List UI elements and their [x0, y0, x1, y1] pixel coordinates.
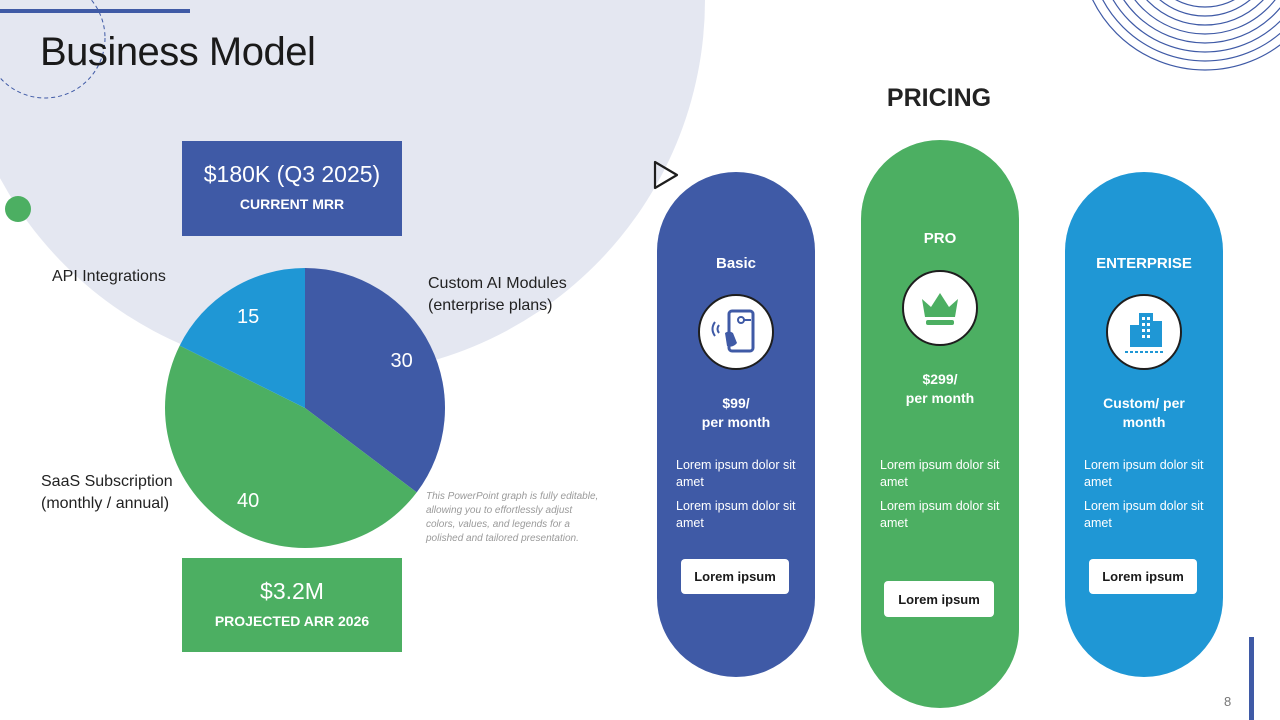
top-accent-bar	[0, 9, 190, 13]
plan-price: $299/ per month	[861, 370, 1019, 408]
plan-feature: Lorem ipsum dolor sit amet	[880, 458, 1000, 489]
plan-price: $99/ per month	[657, 394, 815, 432]
plan-icon-circle	[698, 294, 774, 370]
play-icon	[653, 160, 679, 190]
kpi-arr-label: PROJECTED ARR 2026	[214, 613, 370, 629]
plan-card-basic: Basic $99/ per month Lorem ipsum dolor s…	[657, 172, 815, 677]
plan-price-line: month	[1122, 414, 1166, 430]
plan-enterprise-button[interactable]: Lorem ipsum	[1089, 559, 1197, 594]
pie-slice-api	[179, 268, 305, 408]
category-label-custom-ai: Custom AI Modules (enterprise plans)	[428, 273, 567, 317]
category-label-line: (monthly / annual)	[41, 495, 170, 512]
kpi-projected-arr: $3.2M PROJECTED ARR 2026	[182, 558, 402, 652]
plan-icon-circle	[902, 270, 978, 346]
plan-price-line: Custom/ per	[1103, 395, 1185, 411]
plan-price-line: per month	[905, 390, 975, 406]
plan-price-line: $99/	[722, 395, 750, 411]
plan-card-pro: PRO $299/ per month Lorem ipsum dolor si…	[861, 140, 1019, 708]
category-label-saas: SaaS Subscription (monthly / annual)	[41, 471, 173, 515]
phone-card-icon	[711, 309, 755, 353]
category-label-line: SaaS Subscription	[41, 473, 173, 490]
green-dot-decoration	[5, 196, 31, 222]
category-label-line: API Integrations	[52, 268, 166, 285]
pie-value-label: 15	[237, 306, 259, 328]
plan-icon-circle	[1106, 294, 1182, 370]
plan-basic-button[interactable]: Lorem ipsum	[681, 559, 789, 594]
plan-card-enterprise: ENTERPRISE Custom/ per month Lorem ipsum…	[1065, 172, 1223, 677]
category-label-line: Custom AI Modules	[428, 275, 567, 292]
pricing-title: PRICING	[886, 84, 992, 112]
buildings-icon	[1125, 313, 1163, 353]
plan-price-line: per month	[701, 414, 771, 430]
kpi-mrr-value: $180K (Q3 2025)	[203, 161, 381, 187]
bottom-right-accent-bar	[1249, 637, 1254, 720]
page-number: 8	[1224, 694, 1232, 709]
concentric-rings-decoration	[1092, 0, 1280, 71]
category-label-api: API Integrations	[52, 266, 166, 288]
dashed-circle-decoration	[0, 0, 106, 99]
plan-price-line: $299/	[922, 371, 958, 387]
plan-feature: Lorem ipsum dolor sit amet	[676, 499, 796, 530]
pie-value-label: 30	[391, 350, 413, 372]
category-label-line: (enterprise plans)	[428, 297, 553, 314]
page-title: Business Model	[40, 30, 316, 74]
plan-name: ENTERPRISE	[1096, 255, 1192, 272]
plan-feature: Lorem ipsum dolor sit amet	[1084, 499, 1204, 530]
kpi-current-mrr: $180K (Q3 2025) CURRENT MRR	[182, 141, 402, 236]
plan-feature: Lorem ipsum dolor sit amet	[880, 499, 1000, 530]
crown-icon	[922, 293, 958, 325]
pie-slice-saas	[164, 345, 417, 548]
pie-value-label: 40	[237, 490, 259, 512]
kpi-arr-value: $3.2M	[260, 578, 324, 604]
plan-feature: Lorem ipsum dolor sit amet	[1084, 458, 1204, 489]
plan-price: Custom/ per month	[1065, 394, 1223, 432]
plan-name: Basic	[715, 255, 757, 272]
plan-name: PRO	[923, 230, 957, 247]
plan-feature: Lorem ipsum dolor sit amet	[676, 458, 796, 489]
pie-slice-custom-ai	[305, 268, 445, 493]
kpi-mrr-label: CURRENT MRR	[239, 196, 345, 212]
plan-pro-button[interactable]: Lorem ipsum	[884, 581, 994, 617]
chart-note: This PowerPoint graph is fully editable,…	[426, 491, 599, 544]
